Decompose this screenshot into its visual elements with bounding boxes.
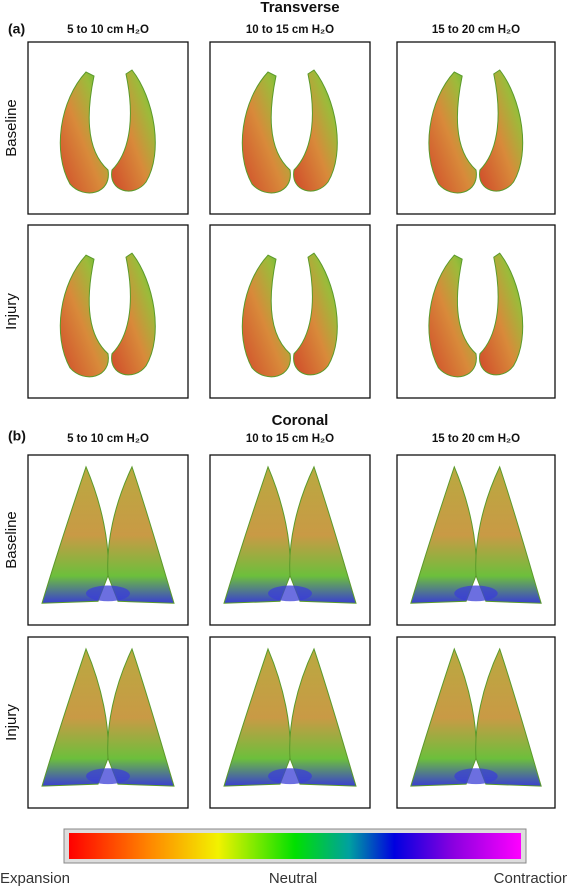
lung (475, 647, 542, 787)
lung (241, 71, 291, 194)
contraction-spot (86, 585, 130, 602)
row-label: Baseline (3, 511, 20, 569)
column-header: 5 to 10 cm H₂O (67, 433, 149, 445)
lung-image (241, 69, 338, 194)
lung (475, 465, 542, 604)
lung (410, 465, 477, 604)
column-header: 15 to 20 cm H₂O (432, 24, 520, 36)
image-frame (209, 41, 371, 215)
lung-image (410, 465, 542, 604)
panel-label: (a) (8, 21, 25, 37)
lung (289, 465, 357, 604)
contraction-spot (454, 768, 498, 785)
lung-image (223, 647, 357, 787)
lung (59, 254, 109, 378)
column-header: 10 to 15 cm H₂O (246, 24, 334, 36)
lung (428, 254, 477, 378)
image-frame (27, 224, 189, 399)
lung (107, 465, 175, 604)
panel-title: Coronal (272, 412, 329, 429)
image-frame (396, 41, 556, 215)
column-header: 15 to 20 cm H₂O (432, 433, 520, 445)
contraction-spot (454, 585, 498, 602)
lung (223, 647, 291, 787)
lung (428, 71, 477, 194)
image-frame (27, 41, 189, 215)
contraction-spot (268, 768, 312, 785)
lung (41, 465, 109, 604)
lung (41, 647, 109, 787)
colorbar-label: Expansion (0, 870, 70, 887)
lung (107, 647, 175, 787)
lung (479, 69, 524, 192)
lung (111, 252, 156, 376)
panel-title: Transverse (260, 0, 339, 16)
image-frame (396, 224, 556, 399)
colorbar (69, 833, 521, 859)
lung-image (428, 69, 524, 194)
lung (223, 465, 291, 604)
row-label: Injury (3, 704, 20, 741)
lung-image (59, 69, 156, 194)
lung-image (59, 252, 156, 378)
lung-image (428, 252, 524, 378)
contraction-spot (268, 585, 312, 602)
lung (289, 647, 357, 787)
column-header: 10 to 15 cm H₂O (246, 433, 334, 445)
image-frame (209, 224, 371, 399)
lung (111, 69, 156, 192)
lung (59, 71, 109, 194)
lung-image (41, 647, 175, 787)
lung (293, 252, 338, 376)
panel-label: (b) (8, 428, 26, 444)
lung (293, 69, 338, 192)
lung-image (41, 465, 175, 604)
lung-image (223, 465, 357, 604)
lung (479, 252, 524, 376)
colorbar-label: Neutral (269, 870, 317, 887)
lung (241, 254, 291, 378)
row-label: Injury (3, 293, 20, 330)
contraction-spot (86, 768, 130, 785)
colorbar-label: Contraction (494, 870, 567, 887)
lung-image (241, 252, 338, 378)
column-header: 5 to 10 cm H₂O (67, 24, 149, 36)
row-label: Baseline (3, 99, 20, 157)
lung (410, 647, 477, 787)
lung-image (410, 647, 542, 787)
